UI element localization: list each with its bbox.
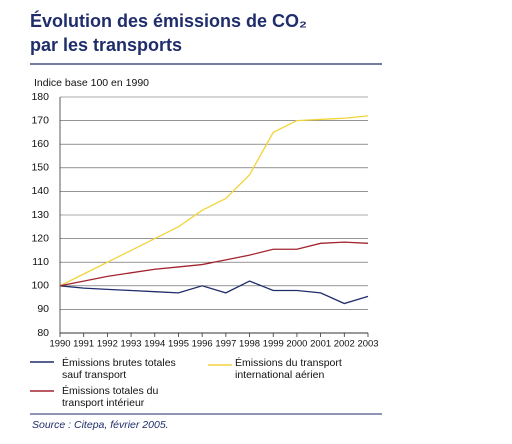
y-tick-label: 110 [32, 256, 49, 268]
x-tick-label: 1990 [50, 338, 71, 348]
y-tick-label: 140 [31, 185, 49, 197]
y-axis-label: Indice base 100 en 1990 [34, 77, 149, 89]
y-tick-label: 90 [37, 303, 49, 315]
series-line [59, 241, 369, 287]
legend-label: Émissions totales du transport intérieur [62, 385, 159, 409]
x-tick-label: 1992 [97, 338, 118, 348]
y-tick-label: 100 [31, 280, 49, 292]
x-tick-label: 2000 [286, 338, 307, 348]
x-tick-label: 1996 [192, 338, 213, 348]
y-tick-label: 120 [31, 232, 49, 244]
x-tick-label: 1999 [263, 338, 284, 348]
y-tick-label: 180 [31, 91, 49, 103]
x-tick-label: 1995 [168, 338, 189, 348]
series-line [59, 115, 369, 287]
x-tick-label: 1991 [73, 338, 94, 348]
x-tick-label: 1994 [144, 338, 165, 348]
x-tick-label: 2001 [310, 338, 331, 348]
x-tick-label: 1998 [239, 338, 260, 348]
x-tick-label: 2002 [334, 338, 355, 348]
y-tick-label: 130 [31, 209, 49, 221]
y-tick-label: 170 [31, 114, 49, 126]
x-tick-label: 2003 [358, 338, 379, 348]
legend-label: Émissions du transport international aér… [235, 357, 342, 381]
legend-label: Émissions brutes totales sauf transport [62, 357, 176, 381]
y-tick-label: 80 [37, 327, 49, 339]
chart-title: par les transports [30, 35, 182, 55]
x-tick-label: 1993 [121, 338, 142, 348]
y-tick-label: 150 [31, 162, 49, 174]
x-tick-label: 1997 [215, 338, 236, 348]
chart-title: Évolution des émissions de CO₂ [30, 10, 307, 31]
y-tick-label: 160 [31, 138, 49, 150]
source: Source : Citepa, février 2005. [32, 419, 169, 431]
series-line [59, 280, 369, 305]
